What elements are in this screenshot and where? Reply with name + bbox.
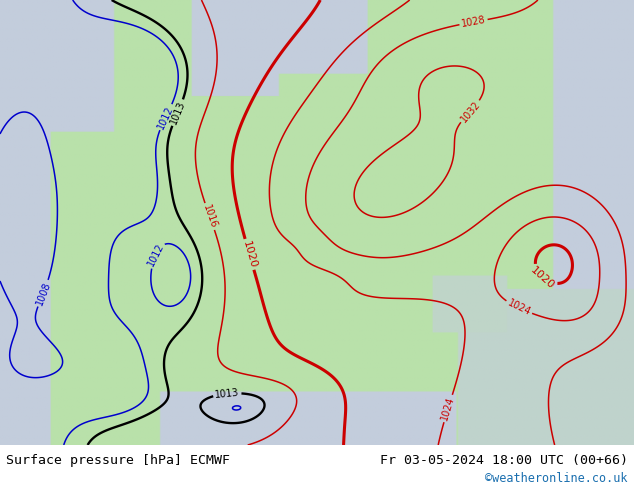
Text: 1028: 1028 bbox=[460, 15, 486, 29]
Text: 1016: 1016 bbox=[201, 203, 219, 230]
Text: 1013: 1013 bbox=[169, 99, 187, 126]
Text: ©weatheronline.co.uk: ©weatheronline.co.uk bbox=[485, 471, 628, 485]
Text: 1013: 1013 bbox=[214, 388, 240, 400]
Text: 1024: 1024 bbox=[506, 298, 532, 318]
Text: 1024: 1024 bbox=[440, 395, 456, 422]
Text: 1020: 1020 bbox=[529, 265, 557, 291]
Text: 1008: 1008 bbox=[34, 280, 53, 307]
Text: 1012: 1012 bbox=[156, 104, 176, 130]
Text: 1020: 1020 bbox=[241, 240, 258, 270]
Text: Fr 03-05-2024 18:00 UTC (00+66): Fr 03-05-2024 18:00 UTC (00+66) bbox=[380, 454, 628, 467]
Text: Surface pressure [hPa] ECMWF: Surface pressure [hPa] ECMWF bbox=[6, 454, 230, 467]
Text: 1012: 1012 bbox=[146, 242, 165, 268]
Text: 1032: 1032 bbox=[458, 99, 482, 124]
